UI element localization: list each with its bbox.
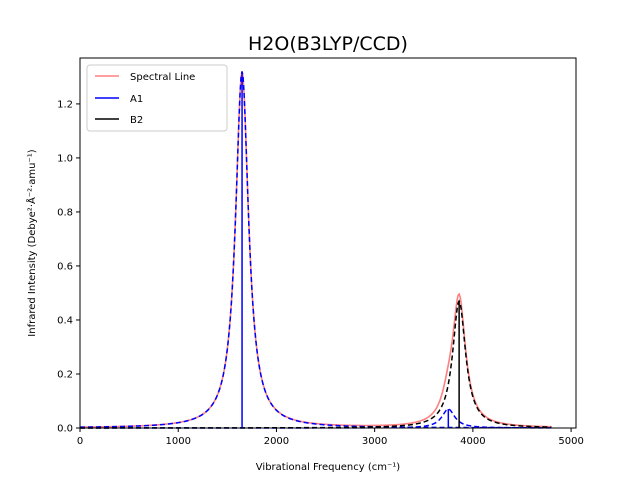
x-tick-label: 5000 <box>558 436 583 447</box>
legend-label-b2: B2 <box>130 115 143 126</box>
y-axis: 0.0 0.2 0.4 0.6 0.8 1.0 1.2 <box>57 99 80 435</box>
legend-box <box>86 64 228 132</box>
x-tick-label: 4000 <box>460 436 485 447</box>
y-tick-label: 0.6 <box>57 261 73 272</box>
y-tick-label: 1.2 <box>57 99 73 110</box>
y-tick-label: 0.0 <box>57 424 73 435</box>
legend-label-spectral-line: Spectral Line <box>130 72 195 83</box>
x-tick-label: 1000 <box>165 436 190 447</box>
y-tick-label: 0.8 <box>57 207 73 218</box>
legend: Spectral Line A1 B2 <box>86 64 228 132</box>
x-tick-label: 0 <box>77 436 83 447</box>
chart-title: H2O(B3LYP/CCD) <box>248 33 408 55</box>
legend-label-a1: A1 <box>130 94 143 105</box>
y-tick-label: 1.0 <box>57 153 73 164</box>
y-tick-label: 0.4 <box>57 315 73 326</box>
plot-frame <box>79 57 577 429</box>
y-tick-label: 0.2 <box>57 369 73 380</box>
x-axis: 0 1000 2000 3000 4000 5000 <box>77 428 584 447</box>
x-axis-label: Vibrational Frequency (cm⁻¹) <box>256 462 400 473</box>
x-tick-label: 3000 <box>362 436 387 447</box>
x-tick-label: 2000 <box>264 436 289 447</box>
stick-lines <box>241 71 460 428</box>
y-axis-label: Infrared Intensity (Debye²·Å⁻²·amu⁻¹) <box>25 149 38 336</box>
